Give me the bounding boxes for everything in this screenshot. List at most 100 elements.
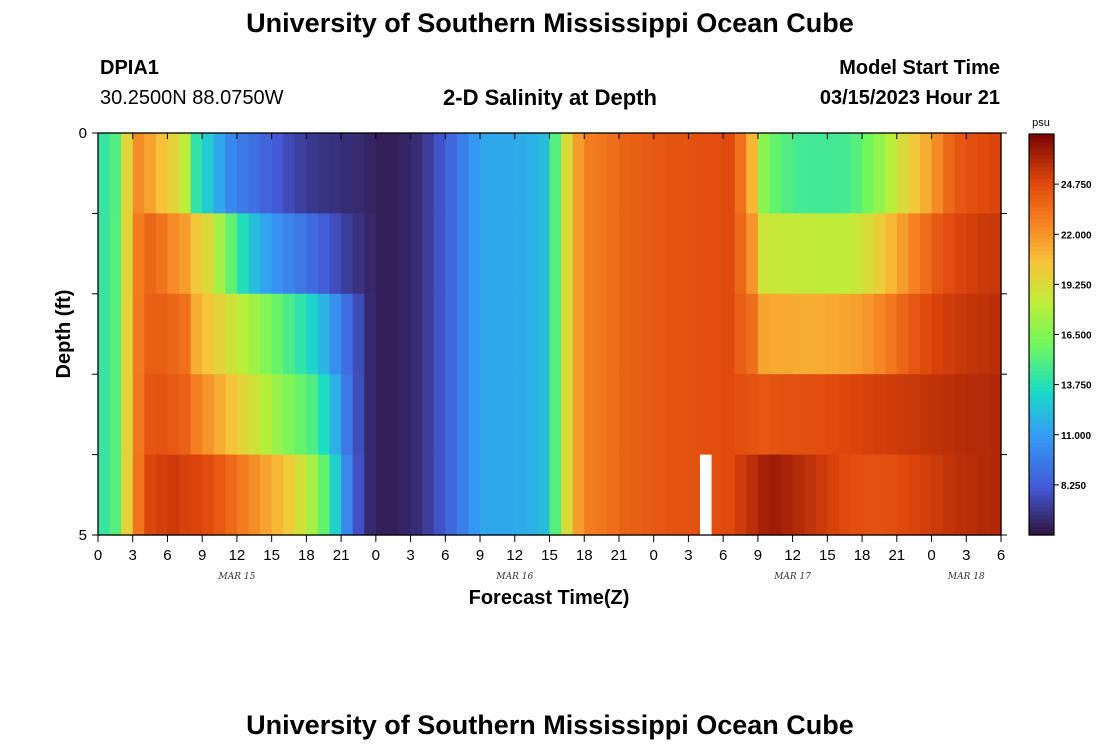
heatmap-cell bbox=[804, 213, 817, 295]
heatmap-cell bbox=[757, 133, 771, 214]
heatmap-cell bbox=[931, 133, 944, 214]
colorbar-segment bbox=[1029, 498, 1054, 504]
heatmap-cell bbox=[943, 293, 956, 375]
heatmap-cell bbox=[873, 374, 886, 456]
heatmap-cell bbox=[781, 133, 794, 214]
heatmap-cells bbox=[98, 133, 1002, 536]
heatmap-cell bbox=[491, 293, 504, 375]
heatmap-cell bbox=[213, 213, 226, 295]
heatmap-cell bbox=[792, 133, 805, 214]
heatmap-cell bbox=[294, 133, 307, 214]
x-axis-label: Forecast Time(Z) bbox=[469, 587, 630, 609]
colorbar-segment bbox=[1029, 334, 1054, 340]
heatmap-cell bbox=[642, 454, 655, 536]
heatmap-cell bbox=[410, 293, 423, 375]
x-tick-label: 6 bbox=[997, 547, 1005, 564]
colorbar: 8.250 11.000 13.750 16.500 19.250 22.000 24.75… bbox=[1028, 133, 1092, 536]
x-tick-label: 21 bbox=[888, 547, 905, 564]
heatmap-cell bbox=[491, 454, 504, 536]
heatmap-cell bbox=[723, 133, 736, 214]
heatmap-cell bbox=[688, 374, 701, 456]
heatmap-cell bbox=[734, 133, 747, 214]
x-tick-label: 9 bbox=[754, 547, 762, 564]
heatmap-cell bbox=[700, 213, 713, 295]
heatmap-cell bbox=[781, 454, 794, 536]
heatmap-cell bbox=[873, 293, 886, 375]
heatmap-cell bbox=[908, 374, 921, 456]
colorbar-segment bbox=[1029, 150, 1054, 155]
heatmap-cell bbox=[283, 213, 296, 295]
heatmap-cell bbox=[792, 374, 805, 456]
heatmap-cell bbox=[584, 454, 597, 536]
heatmap-cell bbox=[630, 293, 643, 375]
heatmap-cell bbox=[225, 454, 238, 536]
heatmap-cell bbox=[815, 133, 828, 214]
x-tick-label: 3 bbox=[129, 547, 137, 564]
heatmap-cell bbox=[341, 374, 354, 456]
colorbar-segment bbox=[1029, 146, 1054, 151]
heatmap-cell bbox=[549, 454, 562, 536]
heatmap-cell bbox=[642, 133, 655, 214]
colorbar-segment bbox=[1029, 306, 1054, 312]
colorbar-unit: psu bbox=[1032, 117, 1050, 129]
colorbar-segment bbox=[1029, 346, 1054, 352]
heatmap-cell bbox=[491, 133, 504, 214]
heatmap-cell bbox=[561, 374, 574, 456]
colorbar-segment bbox=[1029, 430, 1054, 436]
heatmap-cell bbox=[422, 293, 435, 375]
x-tick-label: 15 bbox=[819, 547, 836, 564]
heatmap-cell bbox=[862, 374, 875, 456]
heatmap-cell bbox=[537, 213, 551, 295]
x-tick-label: 3 bbox=[406, 547, 414, 564]
heatmap-cell bbox=[966, 293, 979, 375]
heatmap-cell bbox=[665, 374, 678, 456]
heatmap-cell bbox=[456, 454, 470, 536]
heatmap-cell bbox=[109, 133, 122, 214]
heatmap-cell bbox=[700, 133, 713, 214]
x-tick-label: 9 bbox=[476, 547, 484, 564]
colorbar-segment bbox=[1029, 462, 1054, 468]
colorbar-segment bbox=[1029, 278, 1054, 283]
heatmap-cell bbox=[896, 454, 909, 536]
heatmap-cell bbox=[294, 213, 307, 295]
heatmap-cell bbox=[966, 213, 979, 295]
heatmap-cell bbox=[815, 293, 828, 375]
heatmap-cell bbox=[630, 133, 643, 214]
heatmap-cell bbox=[121, 133, 134, 214]
x-tick-label: 21 bbox=[611, 547, 628, 564]
heatmap-cell bbox=[98, 454, 111, 536]
heatmap-cell bbox=[827, 454, 840, 536]
colorbar-segment bbox=[1029, 358, 1054, 364]
heatmap-cell bbox=[341, 213, 354, 295]
heatmap-cell bbox=[468, 213, 481, 295]
heatmap-cell bbox=[595, 133, 608, 214]
colorbar-segment bbox=[1029, 394, 1054, 400]
heatmap-cell bbox=[862, 213, 875, 295]
heatmap-cell bbox=[352, 293, 365, 375]
heatmap-cell bbox=[248, 454, 261, 536]
heatmap-cell bbox=[132, 454, 145, 536]
heatmap-cell bbox=[514, 374, 527, 456]
heatmap-cell bbox=[526, 374, 539, 456]
heatmap-cell bbox=[595, 293, 608, 375]
heatmap-cell bbox=[480, 133, 493, 214]
heatmap-cell bbox=[688, 213, 701, 295]
x-date-label: MAR 16 bbox=[495, 572, 533, 582]
heatmap-cell bbox=[781, 293, 794, 375]
heatmap-cell bbox=[456, 213, 470, 295]
heatmap-cell bbox=[919, 293, 933, 375]
heatmap-cell bbox=[630, 213, 643, 295]
heatmap-cell bbox=[271, 454, 284, 536]
heatmap-cell bbox=[885, 454, 898, 536]
heatmap-cell bbox=[433, 454, 446, 536]
heatmap-cell bbox=[850, 454, 863, 536]
heatmap-cell bbox=[584, 374, 597, 456]
heatmap-cell bbox=[676, 213, 690, 295]
colorbar-segment bbox=[1029, 414, 1054, 420]
heatmap-cell bbox=[480, 374, 493, 456]
heatmap-cell bbox=[387, 293, 400, 375]
heatmap-cell bbox=[410, 133, 423, 214]
heatmap-cell bbox=[190, 374, 203, 456]
colorbar-segment bbox=[1029, 382, 1054, 388]
